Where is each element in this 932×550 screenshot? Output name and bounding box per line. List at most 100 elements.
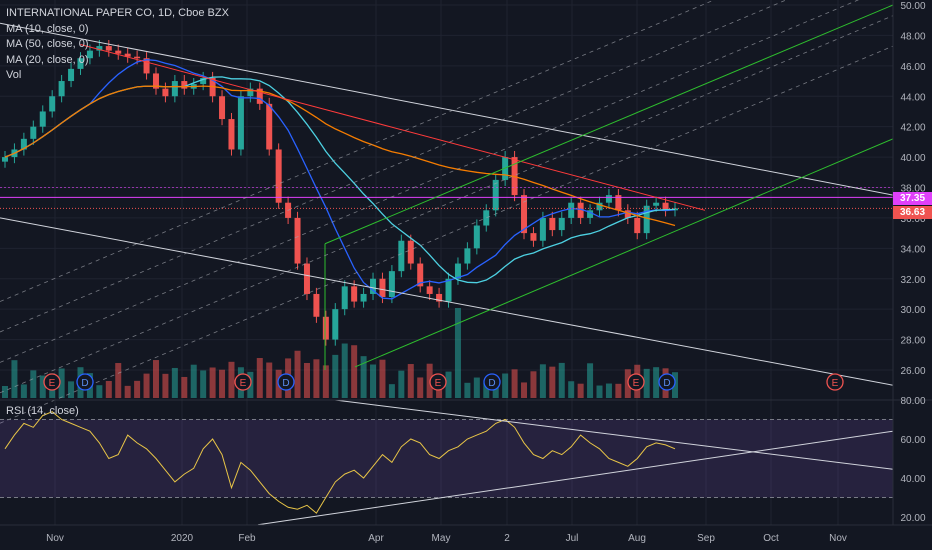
volume-bar [587,363,594,398]
volume-bar [530,371,537,398]
rsi-pane[interactable] [0,399,894,526]
volume-bar [360,356,367,398]
volume-bar [322,365,329,398]
candle-body [115,50,122,54]
indicator-ma50[interactable]: MA (50, close, 0) [6,38,89,50]
earnings-marker[interactable] [826,373,844,391]
time-tick-label: Sep [697,533,715,544]
candle-body [341,286,348,310]
volume-bar [596,385,603,398]
volume-bar [303,363,310,398]
candle-body [162,88,169,97]
candle-body [30,126,37,139]
volume-bar [577,383,584,398]
rsi-trendline-falling [334,399,894,470]
earnings-marker[interactable] [43,373,61,391]
indicator-volume[interactable]: Vol [6,69,22,81]
ascending-channel-lower [354,138,894,368]
time-tick-label: May [432,533,451,544]
candle-body [653,202,660,206]
volume-bar [473,377,480,398]
candle-body [181,81,188,89]
time-tick-label: Nov [829,533,847,544]
price-tick-label: 36.00 [900,214,925,225]
indicator-ma20[interactable]: MA (20, close, 0) [6,53,89,66]
candle-body [77,58,84,69]
candle-body [200,78,207,85]
volume-bar [96,385,103,398]
candle-body [454,263,461,279]
volume-bar [417,377,424,398]
time-tick-label: Feb [238,533,256,544]
dividend-marker[interactable] [658,373,676,391]
pitchfork-dashed-line [0,45,894,424]
earnings-marker-label: E [49,378,56,389]
volume-bar [568,381,575,398]
pitchfork-dashed-line [0,0,716,302]
volume-bar [653,367,660,398]
volume-bar [539,364,546,398]
volume-bar [370,364,377,398]
candle-body [577,202,584,218]
dividend-marker[interactable] [483,373,501,391]
candle-body [521,195,528,234]
candle-body [58,81,65,97]
candle-body [568,202,575,218]
price-tick-label: 38.00 [900,184,925,195]
indicator-ma10[interactable]: MA (10, close, 0) [6,22,89,35]
volume-bar [209,367,216,398]
volume-bar [464,382,471,398]
rsi-tick-label: 60.00 [900,435,925,446]
chart-legend: INTERNATIONAL PAPER CO, 1D, Cboe BZX MA … [6,6,229,84]
dividend-marker-label: D [81,378,88,389]
volume-bar [388,384,395,398]
candle-body [672,208,678,211]
volume-bar [152,360,159,398]
candle-body [49,96,56,112]
dividend-marker-label: D [663,378,670,389]
price-tick-label: 44.00 [900,92,925,103]
candle-body [492,179,499,211]
candle-body [370,278,377,294]
volume-bar [379,359,386,398]
candle-body [2,157,8,162]
volume-bar [30,370,37,398]
candle-body [313,293,320,317]
volume-bar [549,366,556,398]
resistance-trendline [80,44,706,211]
volume-bar [2,386,8,398]
candle-body [539,217,546,241]
earnings-marker[interactable] [429,373,447,391]
time-tick-label: 2 [504,533,510,544]
volume-bar [68,381,75,398]
rsi-tick-label: 20.00 [900,513,925,524]
rsi-tick-label: 80.00 [900,396,925,407]
ma50-line [4,85,676,227]
time-tick-label: Apr [368,533,384,544]
dividend-marker[interactable] [76,373,94,391]
dividend-marker-label: D [282,378,289,389]
volume-bar [313,359,320,398]
price-tick-label: 30.00 [900,305,925,316]
pitchfork-dashed-line [0,15,894,394]
candle-body [464,248,471,264]
candle-body [473,225,480,249]
candle-body [483,210,490,226]
rsi-legend[interactable]: RSI (14, close) [6,405,79,417]
candle-body [124,53,131,57]
earnings-marker[interactable] [234,373,252,391]
candle-body [379,278,386,297]
earnings-marker[interactable] [627,373,645,391]
dividend-marker[interactable] [277,373,295,391]
candle-body [171,81,178,97]
volume-bar [20,384,27,398]
candle-body [20,138,27,150]
volume-bar [219,369,226,398]
candle-body [228,119,235,150]
earnings-marker-label: E [240,378,247,389]
candle-body [530,233,537,241]
volume-bar [115,363,122,398]
time-tick-label: Oct [763,533,779,544]
